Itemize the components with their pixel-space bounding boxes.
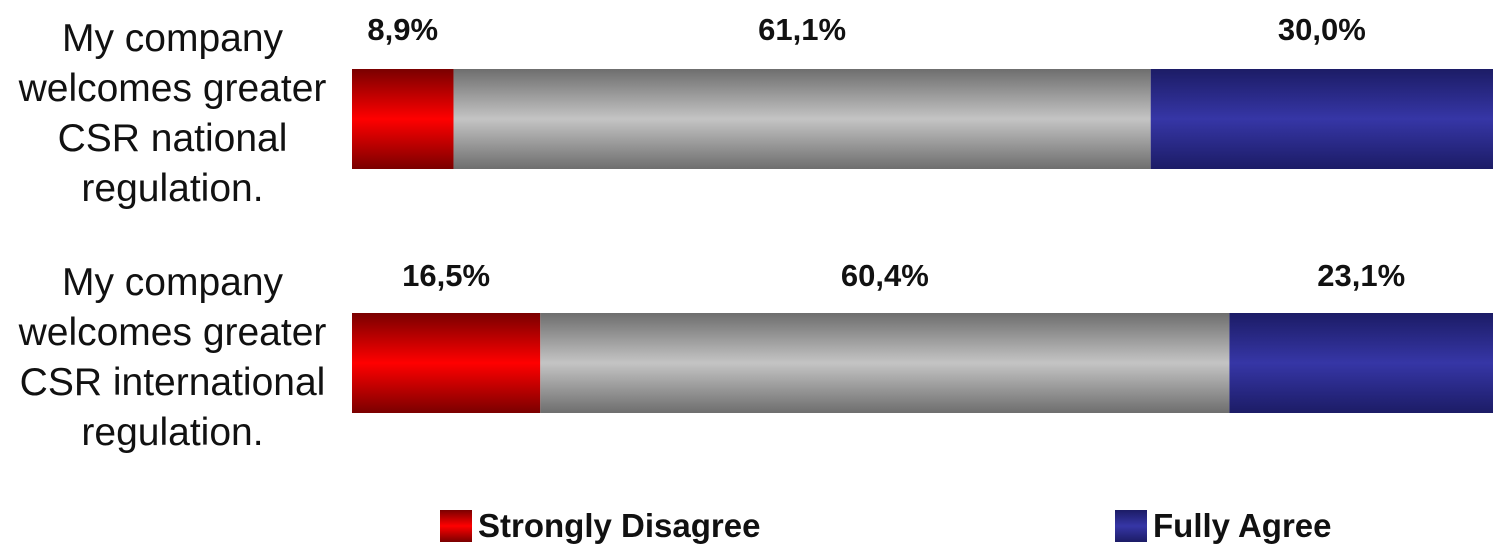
category-label-international: My company welcomes greater CSR internat… (18, 261, 327, 454)
legend-swatch-fully-agree (1115, 510, 1147, 542)
legend-label-strongly-disagree: Strongly Disagree (478, 507, 761, 544)
bar-segment-strongly-disagree-row-2 (352, 313, 541, 413)
category-label-national: My company welcomes greater CSR national… (18, 17, 327, 210)
value-label-fully-agree-row-1: 30,0% (1277, 12, 1366, 47)
value-label-middle-row-2: 60,4% (840, 258, 929, 293)
bar-segment-fully-agree-row-1 (1150, 69, 1493, 169)
bar-segment-fully-agree-row-2 (1229, 313, 1493, 413)
bar-segment-middle-row-1 (453, 69, 1151, 169)
legend-item-fully-agree: Fully Agree (1115, 506, 1332, 546)
legend-label-fully-agree: Fully Agree (1153, 507, 1332, 544)
bars-group (352, 69, 1493, 413)
bar-segment-strongly-disagree-row-1 (352, 69, 454, 169)
value-label-middle-row-1: 61,1% (758, 12, 847, 47)
legend-swatch-strongly-disagree (440, 510, 472, 542)
bar-segment-middle-row-2 (540, 313, 1230, 413)
legend-item-strongly-disagree: Strongly Disagree (440, 506, 760, 546)
value-label-fully-agree-row-2: 23,1% (1317, 258, 1406, 293)
value-label-strongly-disagree-row-1: 8,9% (367, 12, 439, 47)
value-label-strongly-disagree-row-2: 16,5% (402, 258, 491, 293)
